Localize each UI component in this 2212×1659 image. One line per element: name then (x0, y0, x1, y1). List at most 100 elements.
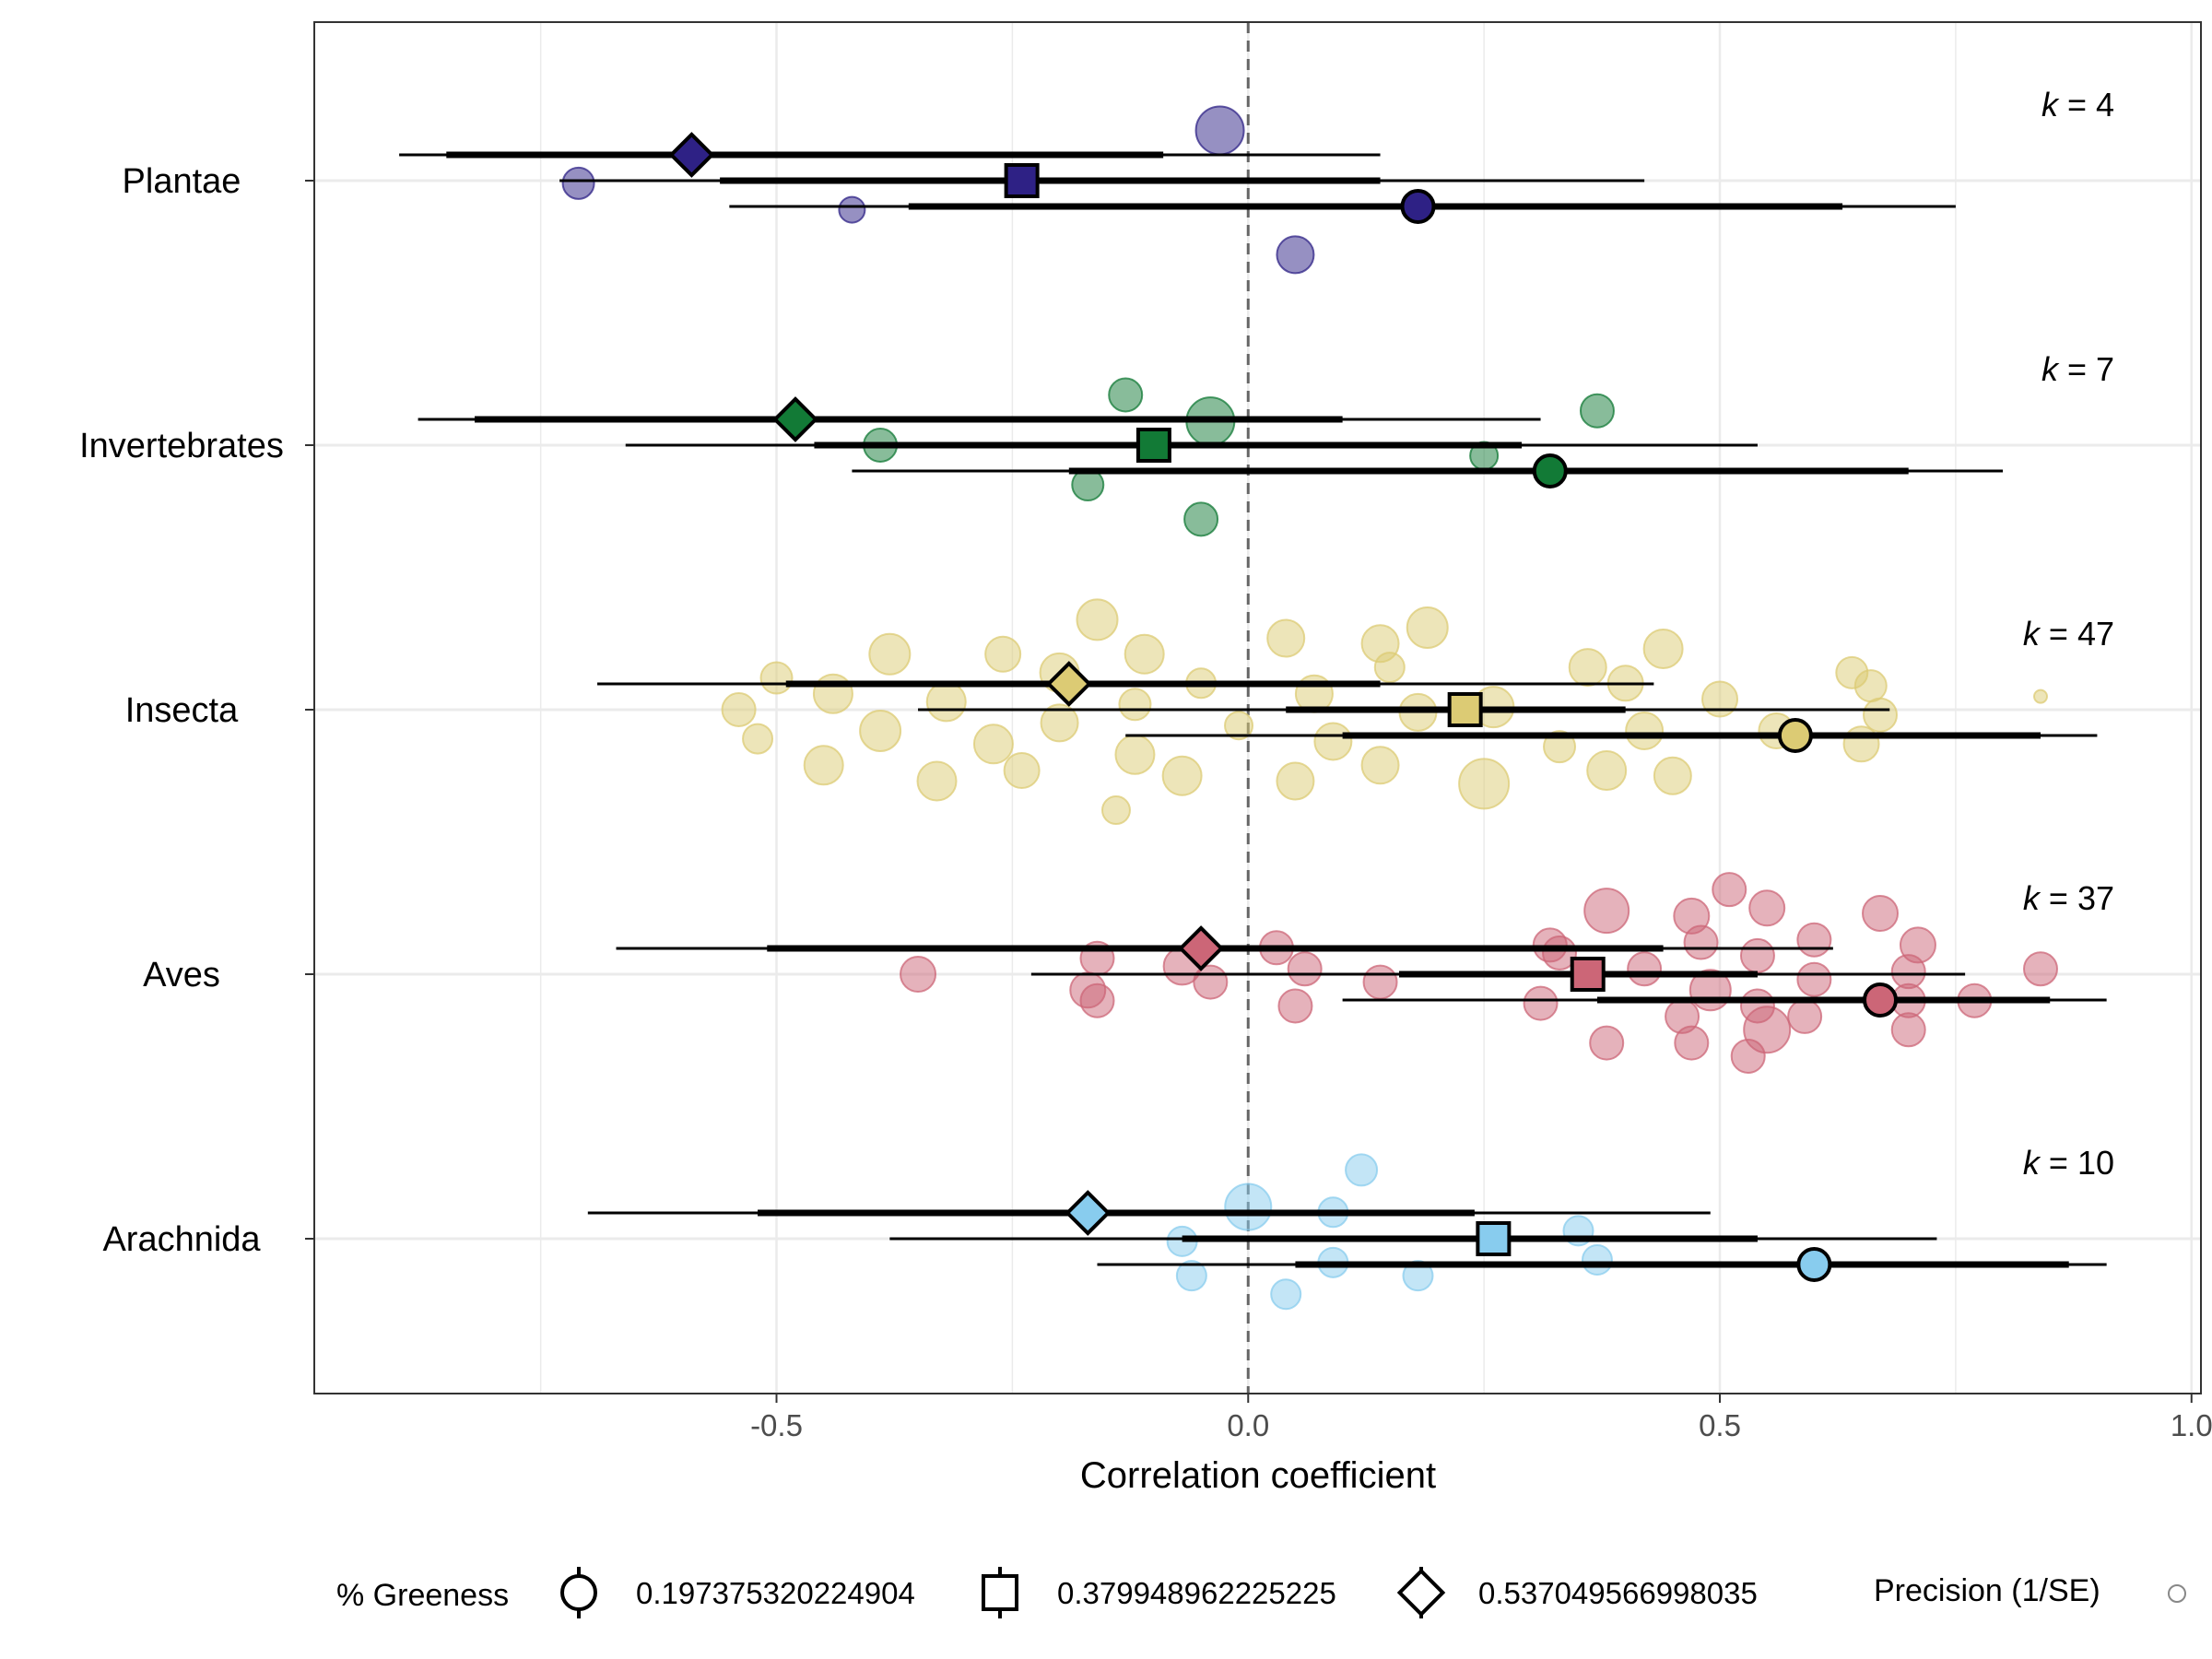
y-axis: Plantae Invertebrates Insecta Aves Arachnida (79, 162, 314, 1259)
data-point (1276, 761, 1315, 801)
data-point (1863, 697, 1899, 733)
k-label-symbol: k (2023, 615, 2041, 653)
data-point (1748, 889, 1786, 927)
data-point (1589, 1025, 1625, 1061)
data-point (1796, 961, 1832, 997)
data-point (1683, 924, 1719, 960)
data-point (1458, 758, 1511, 810)
data-point (1313, 722, 1353, 761)
x-axis: -0.5 0.0 0.5 1.0 (750, 1394, 2212, 1442)
group-plantae: k = 4 (399, 86, 2114, 275)
estimate-diamond (668, 132, 715, 178)
data-point (1653, 756, 1692, 795)
x-tick-label: 0.0 (1227, 1408, 1269, 1442)
data-point (900, 956, 937, 993)
x-tick-label: 0.5 (1699, 1408, 1741, 1442)
data-point (1118, 688, 1152, 722)
data-point (1523, 985, 1559, 1021)
estimate-square (1135, 428, 1171, 463)
data-point (1701, 680, 1739, 718)
data-point (759, 661, 794, 695)
data-point (1853, 669, 1888, 703)
data-point (1193, 964, 1229, 1000)
k-label-value: = 47 (2049, 615, 2114, 653)
data-point (1890, 1012, 1926, 1048)
data-point (1360, 746, 1400, 785)
legend-key-square (982, 1574, 1018, 1611)
data-point (1406, 606, 1449, 650)
data-point (1568, 648, 1607, 688)
legend-item-label: 0.197375320224904 (636, 1576, 915, 1610)
k-label-value: = 4 (2067, 86, 2114, 124)
data-point (1862, 894, 1900, 932)
y-tick-label: Invertebrates (79, 427, 284, 465)
estimate-circle (1863, 982, 1899, 1018)
data-point (1730, 1038, 1766, 1074)
k-label-value: = 10 (2049, 1144, 2114, 1182)
estimate-square (1570, 957, 1606, 992)
data-point (1287, 951, 1323, 987)
k-label: k = 7 (2041, 350, 2114, 388)
data-point (1345, 1153, 1379, 1187)
estimate-square (1476, 1221, 1512, 1256)
data-point (803, 745, 844, 786)
data-point (1276, 235, 1315, 275)
k-label-value: = 7 (2067, 350, 2114, 388)
group-invertebrates: k = 7 (418, 350, 2114, 537)
group-insecta: k = 47 (597, 598, 2114, 826)
x-tick-label: 1.0 (2171, 1408, 2212, 1442)
data-point (1224, 1182, 1273, 1231)
data-point (1076, 598, 1119, 641)
data-point (742, 723, 774, 755)
data-point (1796, 922, 1832, 958)
k-label-symbol: k (2023, 879, 2041, 917)
data-point (2023, 951, 2059, 987)
data-point (925, 681, 967, 723)
data-point (1373, 652, 1406, 684)
data-point (1266, 618, 1306, 658)
estimate-diamond (772, 396, 818, 442)
y-tick-label: Plantae (123, 162, 241, 201)
data-point (1787, 998, 1823, 1034)
k-label: k = 10 (2023, 1144, 2114, 1182)
k-label-symbol: k (2041, 350, 2060, 388)
k-label: k = 47 (2023, 615, 2114, 653)
data-point (1114, 734, 1156, 775)
estimate-diamond (1045, 661, 1092, 707)
data-point (868, 632, 912, 676)
legend-key-diamond (1396, 1568, 1446, 1618)
data-point (1583, 888, 1630, 935)
k-label: k = 37 (2023, 879, 2114, 917)
data-point (1183, 501, 1219, 537)
data-point (1543, 730, 1577, 764)
data-point (859, 709, 902, 752)
data-point (721, 692, 757, 727)
data-point (1579, 393, 1615, 429)
data-point (1842, 725, 1880, 763)
data-point (838, 195, 866, 224)
data-point (1124, 633, 1165, 675)
plot-panel-border (313, 21, 2202, 1394)
data-point (1224, 711, 1254, 741)
data-point (1739, 937, 1775, 973)
legend-size-key-circle (2168, 1584, 2186, 1603)
group-arachnida: k = 10 (587, 1144, 2114, 1311)
estimate-diamond (1178, 925, 1225, 971)
data-point (1362, 964, 1398, 1000)
data-point (1625, 711, 1665, 750)
estimate-circle (1796, 1247, 1832, 1282)
estimate-circle (1400, 189, 1436, 224)
data-point (1277, 988, 1313, 1024)
data-point (1100, 795, 1131, 826)
data-point (1040, 703, 1079, 743)
data-point (1161, 755, 1203, 796)
data-point (2033, 688, 2049, 704)
data-point (812, 673, 853, 714)
estimate-circle (1532, 453, 1568, 488)
estimate-square (1004, 163, 1040, 198)
estimate-diamond (1065, 1190, 1112, 1236)
data-point (984, 635, 1022, 673)
data-point (1270, 1278, 1302, 1311)
estimate-square (1447, 692, 1483, 727)
